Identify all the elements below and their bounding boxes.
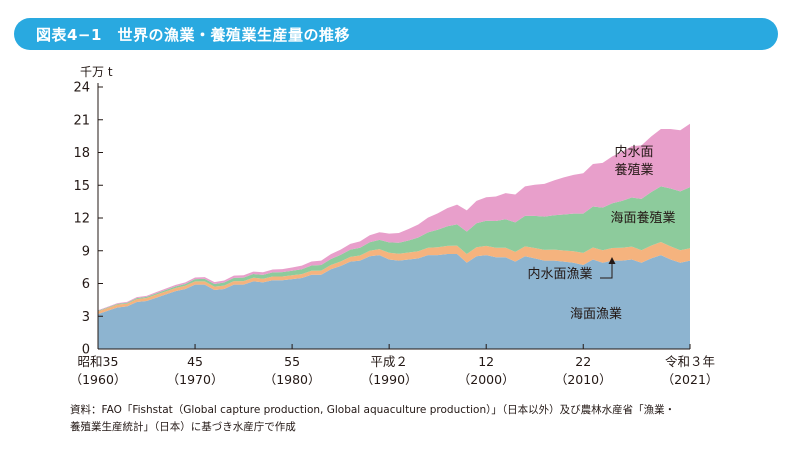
x-tick-label: 平成２ — [370, 354, 408, 369]
x-tick-label: 22 — [575, 354, 591, 369]
inland-capture-pointer — [600, 262, 613, 279]
area-series-4 — [98, 123, 690, 311]
x-tick-label: 45 — [187, 354, 203, 369]
x-tick-sublabel: （2000） — [458, 372, 515, 387]
y-tick-label: 0 — [82, 343, 90, 358]
stacked-area-chart: 0 3 6 9 12 15 18 21 24 千万 t 昭和35 （1960） 45 （1970） 55 （1… — [70, 65, 719, 387]
y-tick-label: 24 — [73, 81, 90, 96]
series-label-marine-capture: 海面漁業 — [570, 306, 622, 322]
x-tick-label: 昭和35 — [78, 354, 119, 369]
inland-capture-arrowhead — [608, 257, 616, 264]
series-label-inland-aquaculture-line1: 内水面 — [614, 144, 653, 160]
y-tick-label: 12 — [73, 212, 90, 227]
series-label-inland-aquaculture-line2: 養殖業 — [614, 162, 653, 178]
x-tick-sublabel: （2010） — [555, 372, 612, 387]
source-line-1: 資料：FAO「Fishstat（Global capture productio… — [70, 404, 676, 416]
y-tick-label: 18 — [73, 146, 90, 161]
figure-title: 図表4−1 世界の漁業・養殖業生産量の推移 — [36, 26, 350, 44]
x-tick-sublabel: （2021） — [662, 372, 719, 387]
series-label-marine-aquaculture: 海面養殖業 — [610, 210, 675, 226]
x-tick-label: 55 — [284, 354, 300, 369]
y-tick-label: 15 — [73, 179, 90, 194]
y-tick-label: 3 — [82, 310, 90, 325]
y-axis-unit-label: 千万 t — [80, 65, 113, 79]
x-tick-label: 令和３年 — [665, 354, 715, 369]
source-note: 資料：FAO「Fishstat（Global capture productio… — [70, 402, 675, 436]
area-series-2 — [98, 242, 690, 315]
x-tick-sublabel: （1980） — [264, 372, 321, 387]
x-tick-label: 12 — [478, 354, 494, 369]
y-tick-label: 6 — [82, 277, 90, 292]
x-tick-sublabel: （1960） — [70, 372, 127, 387]
y-tick-label: 21 — [73, 113, 90, 128]
series-label-inland-capture: 内水面漁業 — [527, 266, 592, 282]
area-series-1 — [98, 254, 690, 349]
title-bar: 図表4−1 世界の漁業・養殖業生産量の推移 — [14, 18, 778, 50]
source-line-2: 養殖業生産統計」（日本）に基づき水産庁で作成 — [70, 421, 296, 433]
y-tick-label: 9 — [82, 244, 90, 259]
area-series-3 — [98, 186, 690, 312]
x-tick-sublabel: （1970） — [167, 372, 224, 387]
x-tick-sublabel: （1990） — [361, 372, 418, 387]
